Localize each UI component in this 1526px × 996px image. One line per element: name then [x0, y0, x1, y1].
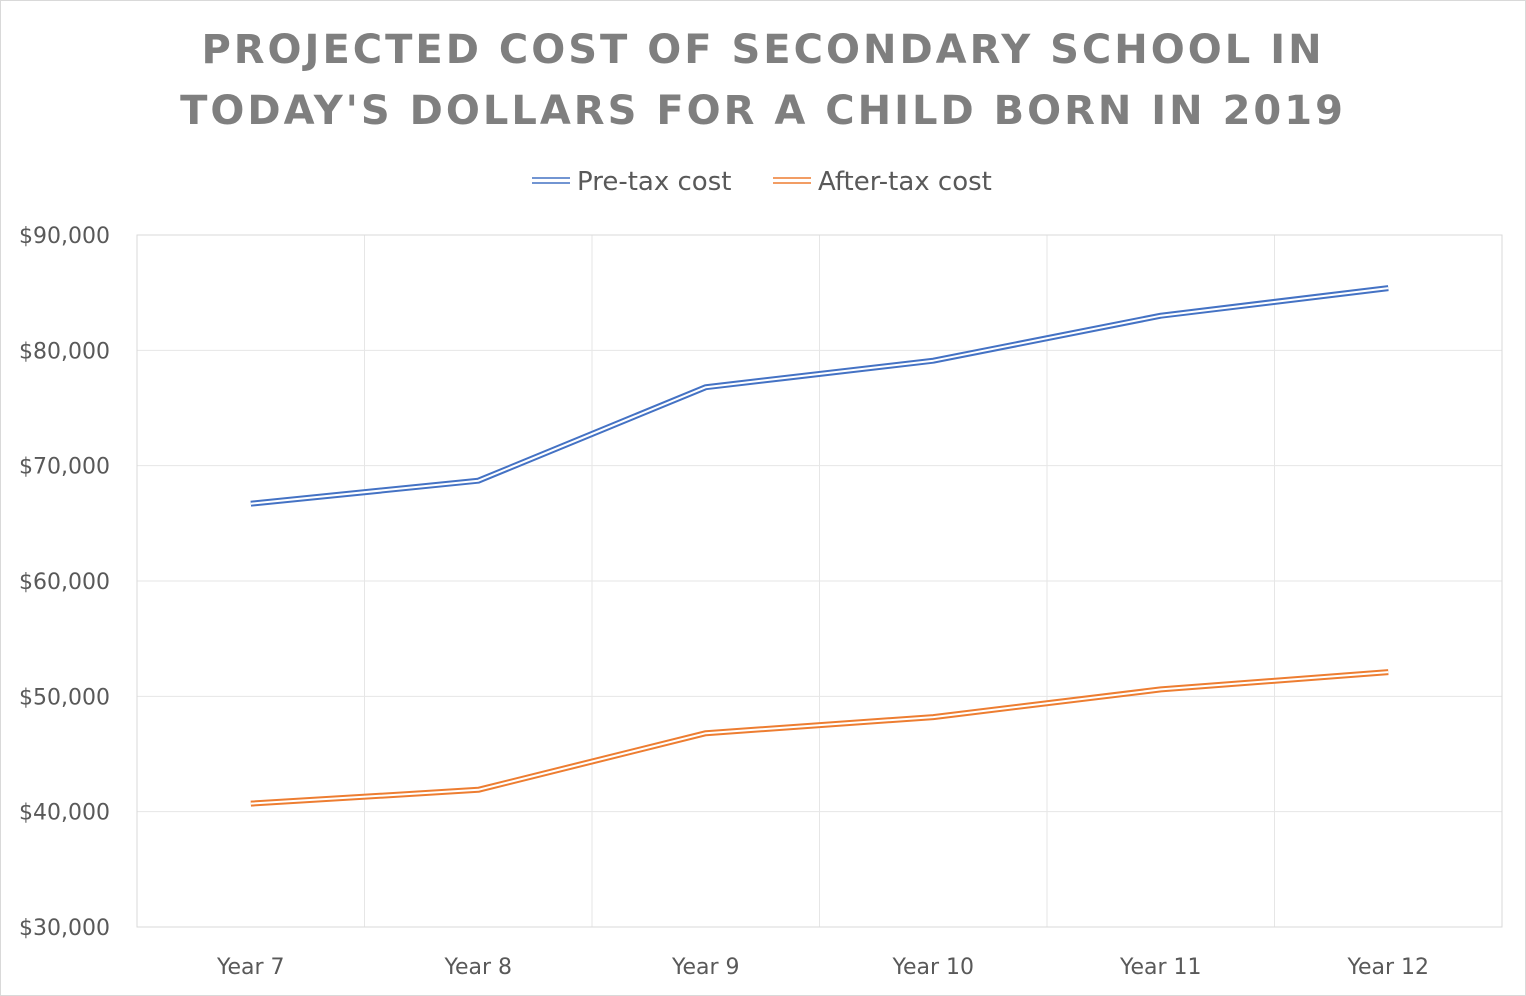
- legend-item-pre-tax: Pre-tax cost: [532, 167, 731, 197]
- x-tick-label: Year 8: [443, 955, 512, 980]
- chart-title-line-1: PROJECTED COST OF SECONDARY SCHOOL IN: [201, 27, 1324, 73]
- y-axis-tick-labels: $30,000 $40,000 $50,000 $60,000 $70,000 $80,0…: [19, 224, 110, 941]
- legend: Pre-tax cost After-tax cost: [532, 167, 992, 197]
- x-tick-label: Year 11: [1119, 955, 1202, 980]
- series-line-inner: [250, 671, 1389, 805]
- x-axis-tick-labels: Year 7 Year 8 Year 9 Year 10 Year 11 Year 12: [216, 955, 1429, 980]
- series-line-inner: [250, 287, 1389, 505]
- x-tick-label: Year 10: [891, 955, 974, 980]
- legend-item-after-tax: After-tax cost: [773, 167, 992, 197]
- vertical-gridlines: [364, 235, 1275, 927]
- y-tick-label: $50,000: [19, 685, 110, 710]
- plot-area: [136, 234, 1503, 928]
- y-tick-label: $40,000: [19, 801, 110, 826]
- x-tick-label: Year 12: [1346, 955, 1429, 980]
- y-tick-label: $80,000: [19, 339, 110, 364]
- y-tick-label: $70,000: [19, 455, 110, 480]
- legend-label-after-tax: After-tax cost: [818, 167, 992, 197]
- x-tick-label: Year 7: [216, 955, 285, 980]
- x-tick-label: Year 9: [671, 955, 740, 980]
- chart-title-line-2: TODAY'S DOLLARS FOR A CHILD BORN IN 2019: [180, 88, 1346, 134]
- series-pre-tax-cost: [250, 285, 1389, 507]
- series-layer: [250, 285, 1389, 807]
- y-tick-label: $90,000: [19, 224, 110, 249]
- series-after-tax-cost: [250, 669, 1389, 807]
- y-tick-label: $60,000: [19, 570, 110, 595]
- legend-label-pre-tax: Pre-tax cost: [577, 167, 731, 197]
- y-tick-label: $30,000: [19, 916, 110, 941]
